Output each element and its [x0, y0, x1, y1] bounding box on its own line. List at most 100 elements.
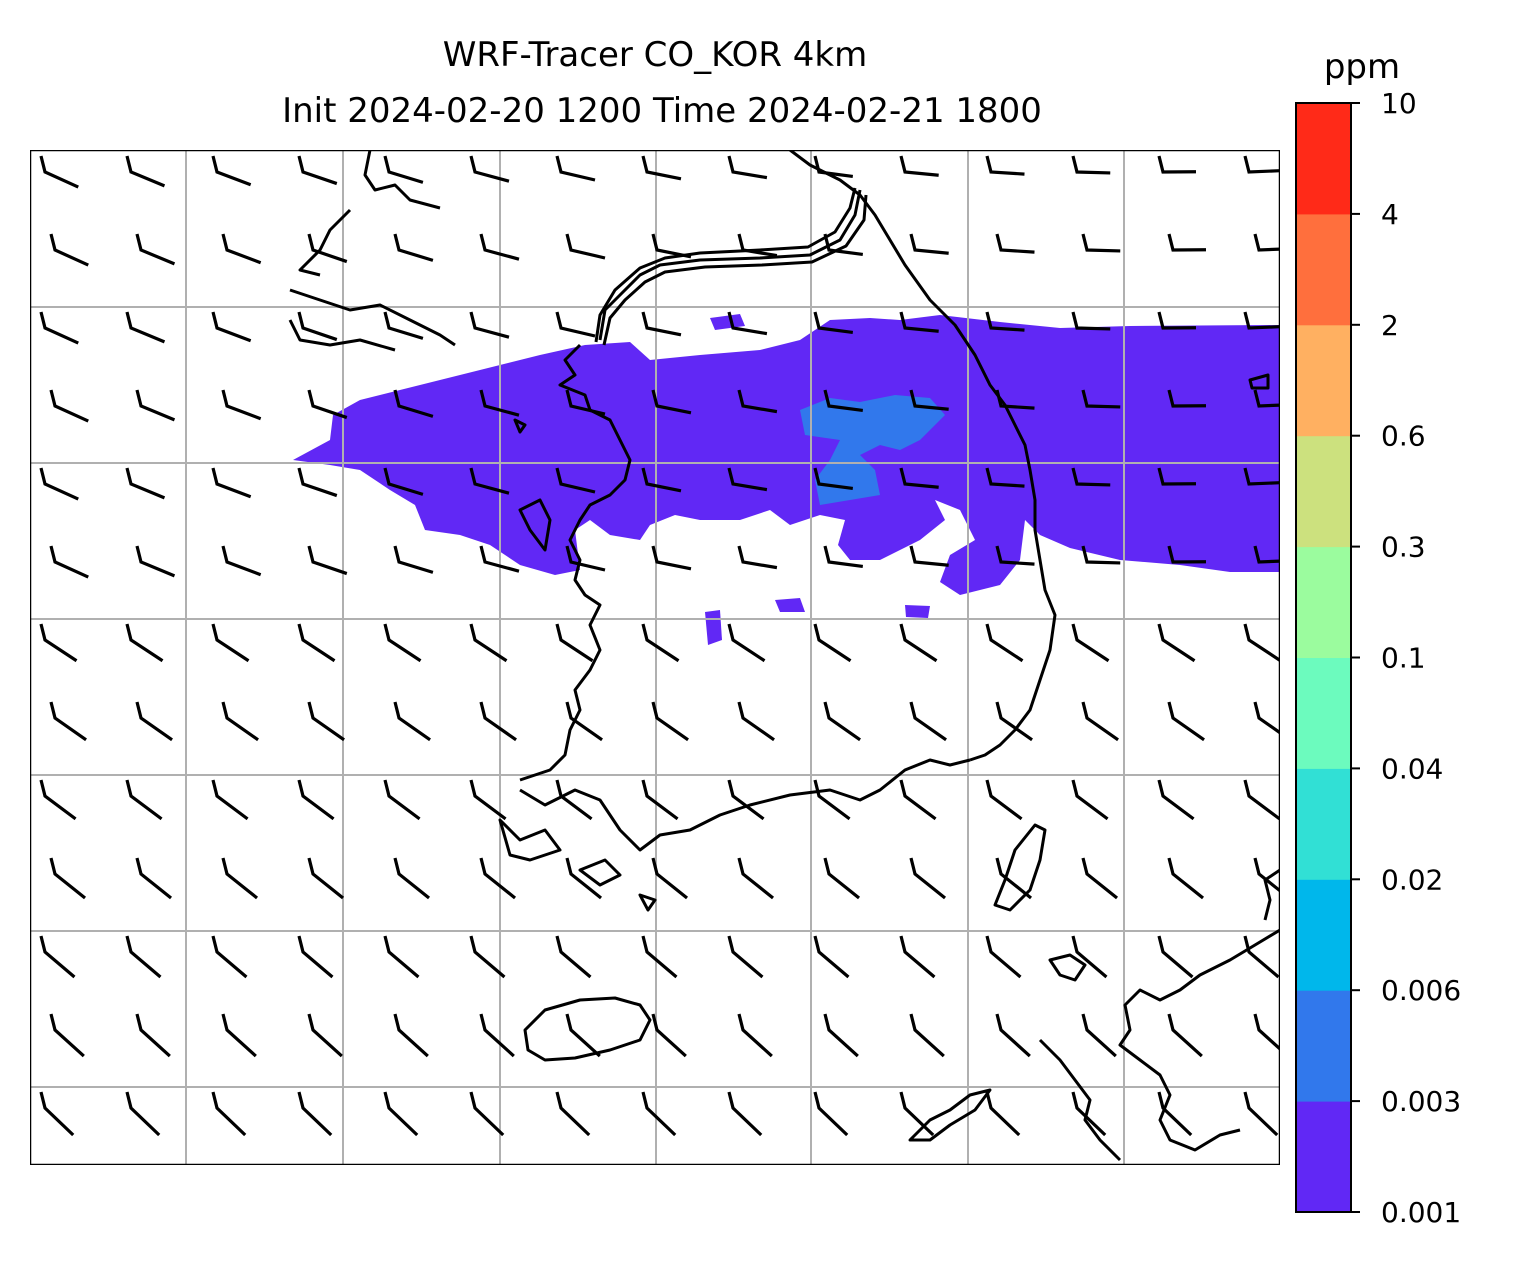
wind-barb	[1157, 779, 1195, 821]
wind-barb	[135, 233, 176, 266]
wind-barb	[823, 545, 864, 569]
wind-barb	[641, 935, 678, 979]
wind-barb	[813, 311, 854, 335]
wind-barb	[221, 1013, 257, 1058]
wind-barb	[1081, 701, 1119, 742]
wind-barb	[49, 389, 89, 423]
wind-barb	[49, 701, 87, 742]
colorbar-tick-label: 0.6	[1381, 420, 1426, 453]
colorbar-tick-label: 0.006	[1381, 974, 1461, 1007]
wind-barb	[49, 1013, 85, 1058]
wind-barb	[1071, 1091, 1107, 1137]
colorbar-tick-label: 2	[1381, 309, 1399, 342]
wind-barb	[297, 779, 335, 821]
wind-barb	[1157, 1091, 1193, 1137]
wind-barb	[135, 545, 176, 578]
wind-barb	[641, 779, 679, 821]
colorbar-tick-label: 0.003	[1381, 1085, 1461, 1118]
wind-barb	[651, 701, 689, 742]
wind-barb	[125, 935, 162, 979]
wind-barb	[909, 545, 949, 567]
wind-barb	[135, 1013, 171, 1058]
wind-barb	[899, 779, 937, 821]
wind-barb	[307, 233, 348, 264]
wind-barb	[39, 1091, 75, 1137]
wind-barb	[909, 389, 949, 411]
wind-barb	[469, 1091, 505, 1137]
wind-barb	[307, 1013, 343, 1058]
colorbar-tick-label: 0.1	[1381, 642, 1426, 675]
co-plume-patch	[705, 610, 722, 645]
wind-barb	[813, 467, 854, 491]
wind-barb	[985, 779, 1023, 821]
wind-barb	[899, 311, 939, 333]
wind-barb	[1081, 1013, 1117, 1058]
wind-barb	[307, 857, 345, 900]
wind-barb	[1253, 545, 1280, 564]
wind-barb	[383, 935, 420, 979]
wind-barb	[909, 701, 947, 742]
wind-barb	[211, 623, 250, 663]
wind-barb	[737, 1013, 773, 1058]
wind-barb	[909, 233, 949, 255]
wind-barb	[565, 857, 603, 900]
colorbar-tick-label: 0.3	[1381, 531, 1426, 564]
wind-barb	[1157, 467, 1197, 486]
wind-barb	[909, 857, 947, 900]
wind-barb	[479, 857, 517, 900]
wind-barb	[135, 857, 173, 900]
wind-barb	[651, 857, 689, 900]
wind-barb	[1071, 779, 1109, 821]
wind-barb	[813, 155, 854, 179]
wind-barb	[1071, 155, 1111, 175]
wind-barb	[823, 233, 864, 257]
wind-barb	[737, 545, 778, 570]
wind-barb	[985, 467, 1025, 488]
wind-barb	[565, 701, 603, 742]
wind-barb	[39, 467, 79, 501]
wind-barb	[1157, 311, 1197, 330]
wind-barb	[469, 623, 508, 663]
wind-barb	[555, 467, 596, 494]
wind-barb	[995, 233, 1035, 254]
wind-barb	[1167, 233, 1207, 252]
wind-barb	[1071, 623, 1110, 663]
wind-barb	[479, 545, 520, 573]
colorbar-tick-label: 4	[1381, 198, 1399, 231]
wind-barb	[221, 233, 262, 265]
colorbar-tick-label: 0.02	[1381, 863, 1443, 896]
wind-barb	[1081, 857, 1119, 900]
wind-barb	[1071, 935, 1108, 979]
wind-barb	[39, 779, 77, 821]
wind-barb	[469, 155, 510, 183]
wind-barb	[813, 623, 852, 663]
wind-barb	[383, 1091, 419, 1137]
wind-barb	[641, 155, 682, 181]
wind-barb	[393, 389, 434, 418]
wind-barb	[727, 935, 764, 979]
wind-barb	[39, 623, 78, 663]
wind-barb	[1243, 155, 1280, 174]
wind-barb	[479, 389, 520, 417]
wind-barb	[383, 155, 424, 184]
wind-barb	[727, 155, 768, 180]
wind-barb	[49, 545, 89, 579]
title-line2: Init 2024-02-20 1200 Time 2024-02-21 180…	[282, 91, 1042, 131]
co-plume-region	[293, 315, 1280, 595]
wind-barb	[995, 389, 1035, 410]
wind-barb	[985, 623, 1024, 663]
wind-barb	[1243, 623, 1280, 663]
wind-barb	[221, 389, 262, 421]
wind-barb	[211, 779, 249, 821]
gridlines	[30, 150, 1280, 1165]
wind-barb	[899, 935, 936, 979]
wind-barb	[469, 779, 507, 821]
wind-barb	[995, 701, 1033, 742]
wind-barb	[1081, 389, 1121, 409]
colorbar-segment	[1296, 1101, 1351, 1213]
wind-barb	[899, 623, 938, 663]
wind-barb	[297, 1091, 333, 1137]
wind-barb	[383, 623, 422, 663]
wind-barb	[1167, 1013, 1203, 1058]
wind-barb	[555, 155, 596, 182]
